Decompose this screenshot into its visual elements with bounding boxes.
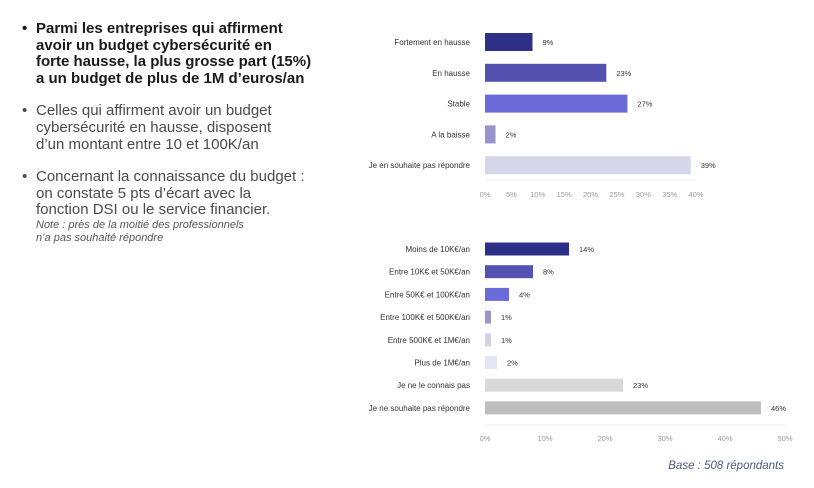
x-tick-label: 20%	[597, 434, 612, 443]
note-line: Note : près de la moitié des professionn…	[36, 218, 244, 231]
bar	[485, 356, 497, 369]
category-label: Je en souhaite pas répondre	[369, 161, 471, 170]
text-line: Concernant la connaissance du budget :	[36, 168, 305, 186]
note-line: n’a pas souhaité répondre	[36, 232, 164, 245]
text-line: d’un montant entre 10 et 100K/an	[36, 135, 259, 153]
category-label: Fortement en hausse	[394, 38, 470, 47]
bar	[485, 333, 491, 347]
finding-2: • Celles qui affirment avoir un budget c…	[22, 103, 322, 153]
x-tick-label: 10%	[537, 434, 552, 443]
bullet-icon: •	[22, 168, 28, 186]
text-line: avoir un budget cybersécurité en	[36, 36, 272, 54]
finding-1: • Parmi les entreprises qui affirment av…	[22, 20, 322, 87]
bar	[485, 378, 623, 392]
key-findings: • Parmi les entreprises qui affirment av…	[22, 20, 322, 262]
data-label: 8%	[543, 268, 554, 277]
x-tick-label: 40%	[717, 434, 732, 443]
category-label: Moins de 10K€/an	[406, 245, 471, 254]
bar	[485, 287, 509, 301]
data-label: 23%	[633, 381, 648, 390]
category-label: Stable	[447, 100, 470, 109]
base-note: Base : 508 répondants	[668, 460, 784, 472]
x-tick-label: 5%	[506, 190, 517, 199]
data-label: 39%	[701, 161, 716, 170]
x-tick-label: 30%	[657, 434, 672, 443]
bar	[485, 33, 533, 51]
data-label: 1%	[501, 313, 512, 322]
category-label: Entre 500K€ et 1M€/an	[388, 336, 470, 345]
finding-3: • Concernant la connaissance du budget :…	[22, 169, 322, 246]
text-line: Celles qui affirment avoir un budget	[36, 102, 272, 120]
text-line: fonction DSI ou le service financier.	[36, 201, 271, 219]
x-tick-label: 10%	[530, 190, 545, 199]
x-tick-label: 40%	[688, 190, 703, 199]
bar	[485, 401, 761, 415]
category-label: Plus de 1M€/an	[414, 359, 470, 368]
text-line: cybersécurité en hausse, disposent	[36, 118, 272, 136]
category-label: A la baisse	[431, 130, 470, 139]
text-line: Parmi les entreprises qui affirment	[36, 20, 283, 37]
x-tick-label: 50%	[777, 434, 792, 443]
data-label: 4%	[519, 290, 530, 299]
data-label: 1%	[501, 336, 512, 345]
text-line: forte hausse, la plus grosse part (15%)	[36, 53, 312, 71]
category-label: Entre 50K€ et 100K€/an	[385, 290, 470, 299]
category-label: Entre 100K€ et 500K€/an	[380, 313, 470, 322]
x-tick-label: 35%	[662, 190, 677, 199]
category-label: Entre 10K€ et 50K€/an	[389, 268, 470, 277]
data-label: 9%	[542, 38, 553, 47]
bar	[485, 156, 691, 175]
x-tick-label: 0%	[480, 434, 491, 443]
bar	[485, 265, 533, 279]
data-label: 2%	[507, 359, 518, 368]
bar	[485, 125, 496, 144]
category-label: Je ne le connais pas	[397, 381, 470, 390]
x-tick-label: 30%	[636, 190, 651, 199]
x-tick-label: 25%	[609, 190, 624, 199]
x-tick-label: 20%	[583, 190, 598, 199]
data-label: 14%	[579, 245, 594, 254]
data-label: 2%	[506, 130, 517, 139]
bullet-icon: •	[22, 102, 28, 120]
category-label: En hausse	[432, 69, 470, 78]
x-tick-label: 0%	[480, 190, 491, 199]
bar	[485, 63, 607, 82]
x-tick-label: 15%	[557, 190, 572, 199]
bar	[485, 310, 491, 324]
bar	[485, 242, 569, 256]
data-label: 27%	[637, 100, 652, 109]
text-line: on constate 5 pts d’écart avec la	[36, 184, 252, 202]
bar	[485, 94, 628, 113]
bullet-icon: •	[22, 20, 28, 37]
data-label: 46%	[771, 404, 786, 413]
data-label: 23%	[616, 69, 631, 78]
text-line: a un budget de plus de 1M d’euros/an	[36, 69, 305, 87]
category-label: Je ne souhaite pas répondre	[369, 404, 471, 413]
